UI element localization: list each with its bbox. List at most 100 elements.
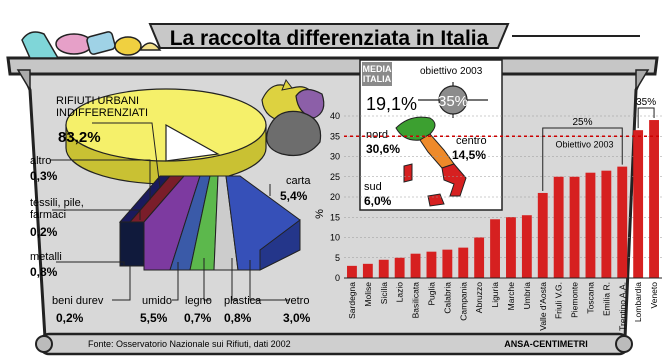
pie-label-carta: carta [286,175,311,187]
x-category-label: Piemonte [570,282,580,318]
pie-value-legno: 0,7% [184,311,212,325]
credit-text: ANSA-CENTIMETRI [504,339,588,349]
title-banner: La raccolta differenziata in Italia [148,23,510,50]
pie-label-beni-durev: beni durev [52,295,104,307]
media-label: MEDIA [363,64,393,74]
pie-label-metalli: metalli [30,251,62,263]
x-category-label: Friuli V.G. [554,282,564,319]
x-category-label: Campania [458,282,468,321]
bar [378,259,389,278]
x-category-label: Lazio [395,282,405,303]
pie-value-vetro: 3,0% [283,311,311,325]
map-south [441,163,467,197]
x-category-label: Calabria [442,282,452,314]
main-category-label-line2: INDIFFERENZIATI [56,107,148,119]
y-tick-label: 40 [330,111,340,121]
annotation-25-label: 25% [572,117,592,128]
pie-value-umido: 5,5% [140,311,168,325]
x-category-label: Marche [506,282,516,311]
y-tick-label: 25 [330,172,340,182]
media-value: 19,1% [366,94,417,114]
x-category-label: Sardegna [347,282,357,319]
bar [362,263,373,278]
x-category-label: Veneto [649,282,659,309]
x-category-label: Sicilia [379,282,389,304]
pie-value-beni-durev: 0,2% [56,311,84,325]
bar [601,170,612,278]
pie-leader-lines [50,122,290,301]
x-category-label: Molise [363,282,373,307]
bar [521,215,532,278]
bin-rim [6,56,659,76]
annotation-25: 25% [542,117,623,191]
pie-gap [165,123,220,162]
x-category-label: Basilicata [411,282,421,319]
media-label-line2: ITALIA [363,74,392,84]
italy-summary-box: MEDIA ITALIA 19,1% obiettivo 2003 35% no… [359,59,503,211]
wheel-right [615,335,633,353]
bar [426,251,437,278]
bar [553,176,564,278]
bar [633,130,644,278]
x-category-label: Puglia [426,282,436,306]
pie-value-carta: 5,4% [280,189,308,203]
x-axis-categories: Sardegna Molise Sicilia Lazio Basilicata Pugl… [347,282,659,331]
wheel-left [35,335,53,353]
pie-label-legno: legno [185,295,212,307]
objective-target-icon [418,82,488,118]
bar [474,237,485,278]
source-text: Fonte: Osservatorio Nazionale sui Rifiut… [88,339,291,349]
pie-value-altro: 0,3% [30,169,58,183]
bar [585,172,596,278]
pie-chart [65,88,267,185]
y-tick-label: 30 [330,152,340,162]
y-tick-label: 35 [330,131,340,141]
garbage-bags-illustration [261,78,325,157]
pie-value-tessili: 0,2% [30,225,58,239]
bar [617,166,628,278]
bar [410,253,421,278]
x-category-label: Lombardia [633,282,643,322]
italy-map [395,116,467,207]
region-nord-label: nord [366,129,388,141]
x-category-label: Umbria [522,282,532,310]
bin-hinges [16,69,650,93]
media-label-bg [362,62,392,86]
pie-label-umido: umido [142,295,172,307]
pie-value-plastica: 0,8% [224,311,252,325]
x-category-label: Liguria [490,282,500,308]
region-sud-value: 6,0% [364,194,392,208]
region-centro-value: 14,5% [452,148,486,162]
main-category-label: RIFIUTI URBANI [56,95,139,107]
bar [458,247,469,278]
main-category-value: 83,2% [58,129,101,146]
objective-value: 35% [438,93,468,110]
y-tick-label: 5 [335,253,340,263]
map-sardinia [403,163,413,183]
bars [347,120,659,278]
x-category-label: Emilia R. [601,282,611,316]
y-axis-ticks: 0 5 10 15 20 25 30 35 40 [330,111,340,283]
bar [442,249,453,278]
map-north [395,116,436,141]
bar [490,219,500,278]
x-category-label: Toscana [585,282,595,314]
region-centro-label: centro [456,135,487,147]
pie-label-altro: altro [30,155,51,167]
pie-label-tessili: tessili, pile, [30,197,84,209]
lid-waste-illustration [21,31,162,59]
x-category-label: Trentino A.A. [617,282,627,331]
pie-label-plastica: plastica [224,295,262,307]
bar [347,265,357,278]
bar [569,176,580,278]
region-sud-label: sud [364,181,382,193]
annotation-35: 35% [636,97,656,129]
x-category-label: Valle d'Aosta [538,282,548,331]
y-tick-label: 15 [330,212,340,222]
bar [537,192,548,278]
page-title: La raccolta differenziata in Italia [170,27,489,50]
y-tick-label: 10 [330,233,340,243]
y-axis-label: % [314,209,326,219]
